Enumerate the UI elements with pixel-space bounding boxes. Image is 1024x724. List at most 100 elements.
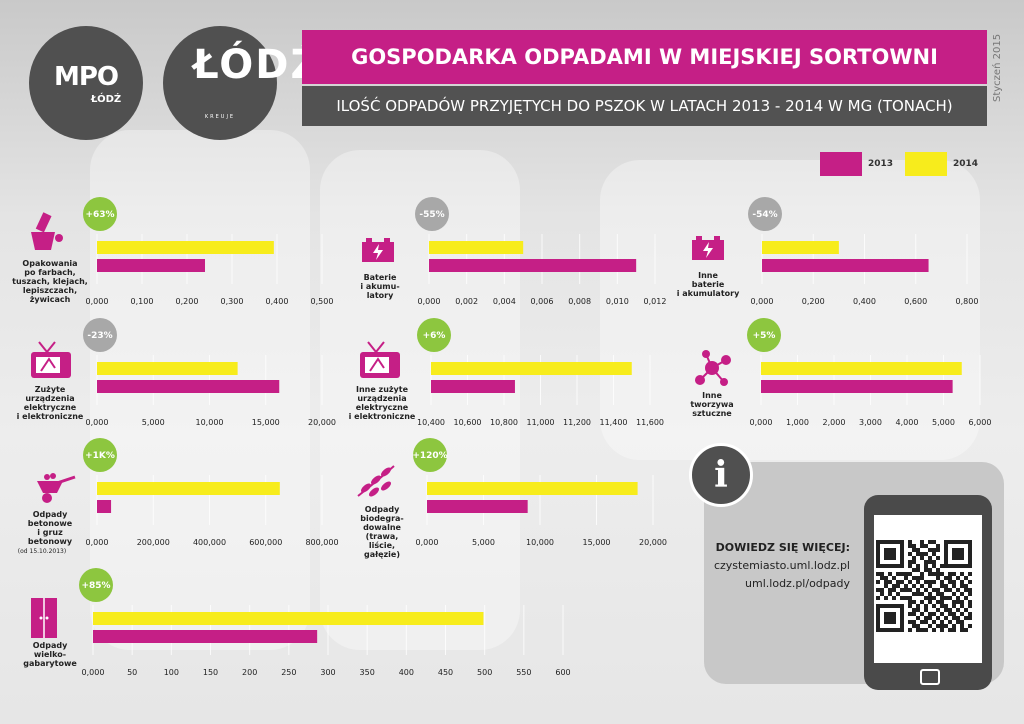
qr-module xyxy=(904,572,908,576)
qr-module xyxy=(920,628,924,632)
tick-label: 0,006 xyxy=(531,297,554,306)
subtitle-bar: ILOŚĆ ODPADÓW PRZYJĘTYCH DO PSZOK W LATA… xyxy=(302,86,987,126)
qr-module xyxy=(888,548,892,552)
qr-module xyxy=(924,620,928,624)
tick-label: 50 xyxy=(127,668,137,677)
background-shape xyxy=(320,150,520,650)
qr-module xyxy=(908,564,912,568)
qr-module xyxy=(912,556,916,560)
qr-module xyxy=(964,608,968,612)
mpo-logo-text: MPO xyxy=(53,62,119,92)
tick-label: 0,300 xyxy=(221,297,244,306)
qr-module xyxy=(888,628,892,632)
tick-label: 0,600 xyxy=(904,297,927,306)
tv-icon xyxy=(31,341,71,378)
category-label: Zużyte xyxy=(35,385,66,394)
qr-module xyxy=(936,572,940,576)
category-label: i akumulatory xyxy=(677,289,740,298)
qr-module xyxy=(944,556,948,560)
qr-module xyxy=(960,612,964,616)
qr-module xyxy=(900,604,904,608)
qr-module xyxy=(916,616,920,620)
change-badge-label: +1K% xyxy=(85,451,115,461)
qr-module xyxy=(968,540,972,544)
qr-module xyxy=(892,620,896,624)
qr-module xyxy=(964,564,968,568)
qr-module xyxy=(876,608,880,612)
change-badge xyxy=(413,438,447,472)
qr-module xyxy=(948,620,952,624)
qr-module xyxy=(888,612,892,616)
qr-module xyxy=(968,588,972,592)
change-badge-label: +85% xyxy=(81,581,110,591)
qr-module xyxy=(944,560,948,564)
qr-module xyxy=(956,600,960,604)
tick-label: 15,000 xyxy=(583,538,611,547)
qr-module xyxy=(916,604,920,608)
bar-2014 xyxy=(93,612,484,625)
qr-module xyxy=(948,596,952,600)
qr-module xyxy=(964,540,968,544)
qr-module xyxy=(932,552,936,556)
qr-module xyxy=(952,600,956,604)
qr-module xyxy=(948,572,952,576)
category-label: i gruz xyxy=(37,528,63,537)
qr-module xyxy=(964,588,968,592)
category-label: biodegra- xyxy=(360,514,404,523)
category-label: gabarytowe xyxy=(23,659,77,668)
qr-module xyxy=(892,628,896,632)
info-link-odpady[interactable]: uml.lodz.pl/odpady xyxy=(745,577,850,590)
info-link-czystemiasto[interactable]: czystemiasto.uml.lodz.pl xyxy=(713,559,850,572)
qr-module xyxy=(960,548,964,552)
qr-module xyxy=(952,552,956,556)
qr-module xyxy=(936,624,940,628)
qr-module xyxy=(936,592,940,596)
qr-module xyxy=(908,600,912,604)
qr-module xyxy=(896,572,900,576)
legend-label-2014: 2014 xyxy=(953,159,979,169)
qr-module xyxy=(924,568,928,572)
qr-module xyxy=(952,616,956,620)
qr-module xyxy=(960,564,964,568)
mpo-logo: MPO ŁÓDŹ xyxy=(29,26,143,140)
qr-module xyxy=(892,596,896,600)
bar-2013 xyxy=(93,630,318,643)
qr-module xyxy=(932,588,936,592)
qr-module xyxy=(940,584,944,588)
qr-module xyxy=(880,572,884,576)
qr-module xyxy=(968,604,972,608)
qr-module xyxy=(968,572,972,576)
qr-module xyxy=(936,548,940,552)
qr-code[interactable] xyxy=(876,540,972,636)
wardrobe-knob xyxy=(39,616,43,620)
tv-icon xyxy=(360,341,400,378)
qr-module xyxy=(884,556,888,560)
qr-module xyxy=(944,564,948,568)
qr-module xyxy=(932,604,936,608)
qr-module xyxy=(948,576,952,580)
qr-module xyxy=(876,556,880,560)
qr-module xyxy=(952,584,956,588)
qr-module xyxy=(936,608,940,612)
qr-module xyxy=(876,552,880,556)
qr-module xyxy=(876,544,880,548)
qr-module xyxy=(876,588,880,592)
qr-module xyxy=(924,552,928,556)
qr-module xyxy=(932,560,936,564)
qr-module xyxy=(968,564,972,568)
category-label: i akumu- xyxy=(360,282,399,291)
change-badge-label: +6% xyxy=(423,331,446,341)
tick-label: 600 xyxy=(555,668,570,677)
qr-module xyxy=(936,616,940,620)
qr-module xyxy=(968,616,972,620)
wheelbarrow-icon xyxy=(37,473,76,503)
page-subtitle: ILOŚĆ ODPADÓW PRZYJĘTYCH DO PSZOK W LATA… xyxy=(336,97,953,115)
qr-module xyxy=(904,588,908,592)
qr-module xyxy=(880,604,884,608)
change-badge-label: -55% xyxy=(419,210,444,220)
qr-module xyxy=(920,584,924,588)
qr-module xyxy=(900,572,904,576)
legend-swatch-2014 xyxy=(905,152,947,176)
qr-module xyxy=(968,612,972,616)
qr-module xyxy=(968,544,972,548)
